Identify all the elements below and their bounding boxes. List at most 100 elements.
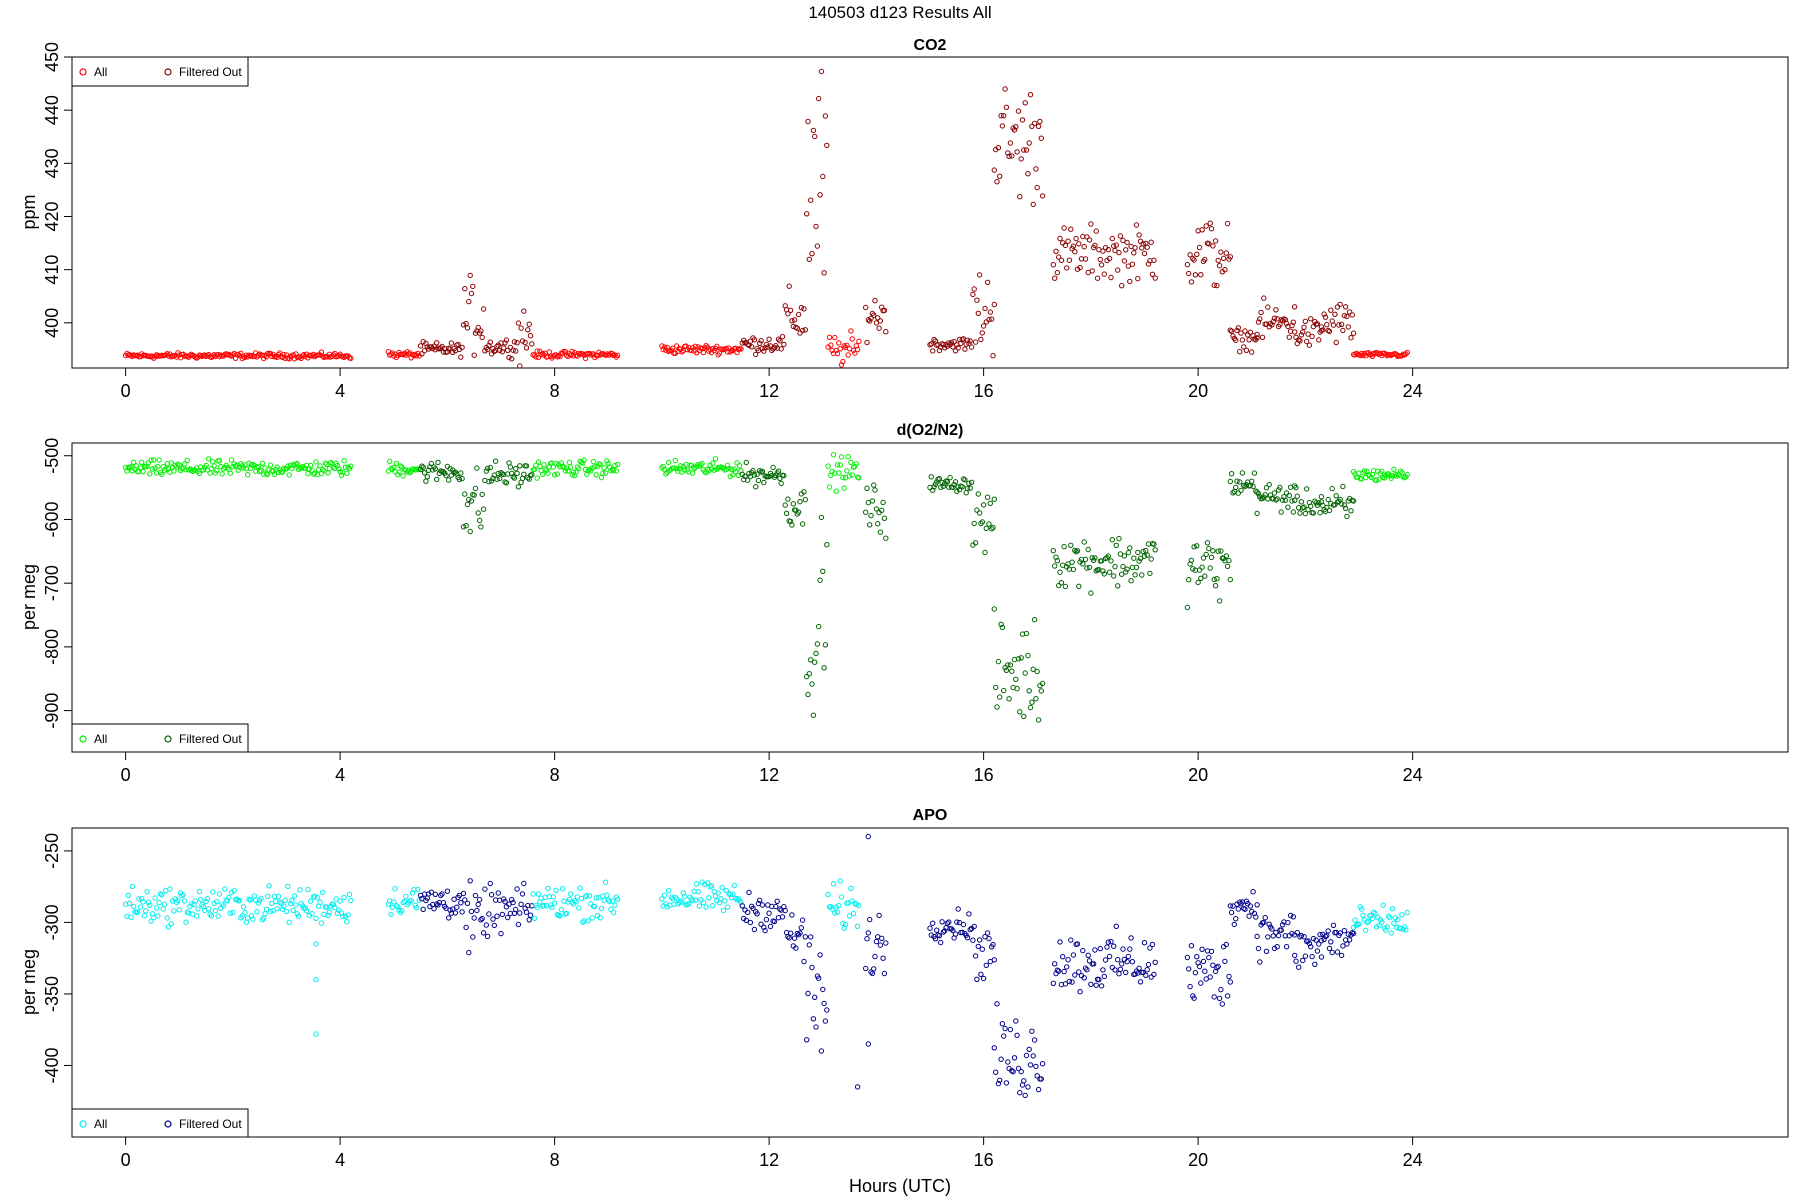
filtered-point — [1289, 498, 1295, 504]
all-point — [340, 913, 346, 920]
filtered-point — [1249, 349, 1255, 355]
all-point — [723, 887, 729, 894]
filtered-point — [789, 318, 795, 324]
filtered-point — [1025, 1084, 1031, 1090]
filtered-point — [1344, 313, 1350, 320]
filtered-point — [1291, 304, 1298, 310]
all-point — [1401, 924, 1408, 930]
filtered-point — [487, 880, 493, 887]
filtered-point — [824, 1007, 830, 1013]
filtered-point — [967, 338, 973, 344]
filtered-point — [975, 491, 981, 497]
all-point — [161, 901, 168, 908]
filtered-point — [798, 925, 804, 931]
panel-apo: APO per meg All Filtered Out 0 4 8 12 16 20 24… — [19, 807, 1789, 1170]
filtered-point — [1031, 1037, 1038, 1043]
filtered-point — [754, 471, 760, 477]
filtered-point — [484, 465, 491, 472]
all-point — [322, 460, 329, 466]
all-point — [163, 466, 169, 472]
all-point — [263, 470, 270, 477]
filtered-point — [995, 658, 1002, 665]
filtered-point — [1136, 558, 1142, 564]
filtered-point — [1202, 256, 1208, 263]
filtered-point — [1086, 564, 1093, 571]
all-point — [727, 891, 733, 898]
filtered-point — [510, 474, 516, 480]
filtered-point — [1191, 995, 1197, 1001]
filtered-point — [984, 930, 991, 936]
all-point — [283, 466, 290, 472]
filtered-point — [1318, 494, 1325, 500]
x-tick-label: 24 — [1403, 381, 1423, 401]
filtered-point — [1066, 978, 1073, 985]
filtered-point — [1334, 949, 1341, 955]
filtered-point — [1139, 572, 1145, 578]
all-point — [126, 900, 133, 906]
filtered-point — [883, 535, 889, 541]
filtered-point — [464, 325, 471, 331]
filtered-point — [1219, 1001, 1226, 1007]
filtered-point — [1210, 243, 1216, 249]
filtered-point — [1058, 257, 1065, 263]
all-point — [1360, 912, 1366, 918]
filtered-point — [1238, 487, 1244, 494]
filtered-point — [1290, 319, 1297, 325]
all-point — [318, 920, 325, 926]
filtered-point — [978, 336, 984, 343]
filtered-point — [983, 962, 989, 968]
filtered-point — [824, 542, 830, 548]
filtered-point — [502, 898, 508, 905]
all-point — [558, 907, 564, 913]
filtered-point — [447, 466, 453, 472]
all-point — [159, 892, 165, 898]
all-point — [711, 467, 717, 473]
filtered-point — [429, 467, 436, 473]
all-point — [1403, 351, 1409, 357]
filtered-point — [1097, 945, 1104, 952]
filtered-point — [746, 470, 752, 477]
filtered-point — [930, 920, 936, 926]
filtered-point — [448, 472, 455, 478]
filtered-point — [1003, 667, 1010, 673]
filtered-point — [446, 915, 452, 921]
all-point — [393, 460, 400, 467]
all-point — [573, 899, 579, 905]
all-point — [181, 898, 188, 904]
filtered-point — [1120, 563, 1126, 570]
y-tick-label: -350 — [42, 976, 62, 1012]
filtered-point — [801, 489, 807, 495]
filtered-point — [809, 251, 815, 257]
all-point — [400, 899, 406, 906]
y-tick-label: -250 — [42, 833, 62, 869]
filtered-point — [1005, 1059, 1011, 1065]
filtered-point — [1072, 249, 1078, 255]
all-point — [149, 354, 156, 360]
filtered-point — [1013, 124, 1019, 130]
all-point — [389, 350, 396, 356]
filtered-point — [974, 976, 980, 982]
filtered-point — [865, 833, 871, 840]
filtered-point — [1326, 945, 1333, 952]
filtered-point — [762, 345, 768, 351]
all-point — [613, 468, 619, 474]
all-point — [244, 915, 251, 921]
filtered-point — [1283, 944, 1290, 950]
filtered-point — [1009, 668, 1015, 674]
all-point — [415, 886, 421, 893]
filtered-point — [1062, 981, 1069, 987]
filtered-point — [872, 487, 878, 493]
filtered-point — [1070, 952, 1077, 958]
filtered-point — [1255, 491, 1262, 497]
filtered-point — [1023, 147, 1030, 153]
filtered-point — [1092, 242, 1098, 249]
filtered-point — [1216, 263, 1223, 269]
x-tick-label: 8 — [550, 765, 560, 785]
filtered-point — [980, 323, 987, 329]
filtered-point — [802, 934, 808, 940]
all-point — [278, 900, 284, 907]
filtered-point — [505, 347, 511, 353]
filtered-point — [1076, 241, 1082, 247]
filtered-point — [952, 931, 959, 937]
filtered-point — [1038, 1076, 1045, 1082]
